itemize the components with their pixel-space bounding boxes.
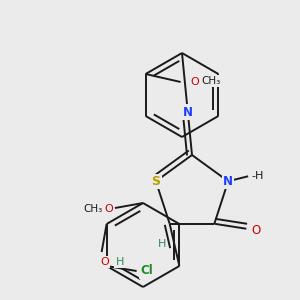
Text: H: H xyxy=(158,239,166,249)
Text: H: H xyxy=(116,257,124,267)
Text: CH₃: CH₃ xyxy=(201,76,220,86)
Text: CH₃: CH₃ xyxy=(83,204,103,214)
Text: -H: -H xyxy=(252,171,264,181)
Text: O: O xyxy=(100,257,109,267)
Text: O: O xyxy=(190,77,199,87)
Text: N: N xyxy=(223,175,233,188)
Text: O: O xyxy=(105,204,113,214)
Text: O: O xyxy=(252,224,261,237)
Text: N: N xyxy=(183,106,193,119)
Text: Cl: Cl xyxy=(140,265,153,278)
Text: S: S xyxy=(152,175,160,188)
